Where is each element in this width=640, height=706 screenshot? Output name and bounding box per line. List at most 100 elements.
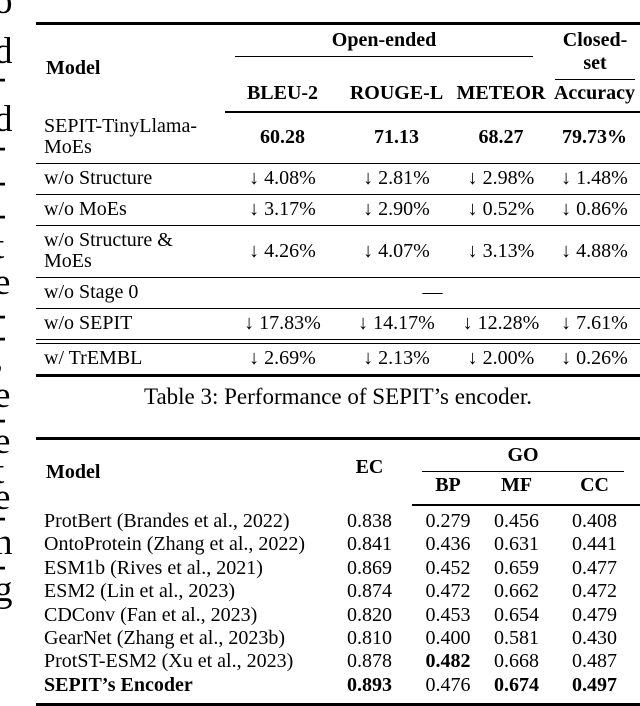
margin-glyph: g (0, 569, 13, 610)
value-cell: ↓ 2.69% (249, 347, 316, 369)
value-cell: 0.400 (425, 627, 471, 650)
table-row: ProtST-ESM2 (Xu et al., 2023) 0.878 0.48… (36, 650, 640, 673)
benchmark-table-header: Model EC GO BP MF CC (36, 439, 640, 506)
ablation-table-body: SEPIT-TinyLlama-MoEs 60.28 71.13 68.27 7… (36, 112, 640, 376)
margin-glyph: - (0, 497, 6, 537)
margin-glyph: t (0, 452, 4, 492)
value-cell: 60.28 (260, 126, 305, 148)
column-group-closed-set: Closed-set (549, 24, 640, 80)
margin-glyph: - (0, 58, 6, 98)
value-cell: ↓ 3.13% (453, 225, 550, 278)
value-cell: ↓ 2.13% (363, 347, 430, 369)
value-cell: ↓ 0.26% (561, 347, 628, 369)
ablation-results-table: Model Open-ended Closed-set BLEU-2 ROUGE… (36, 22, 640, 377)
double-rule (36, 339, 640, 344)
model-cell: ProtBert (Brandes et al., 2022) (44, 509, 290, 532)
value-cell: 0.479 (572, 603, 618, 626)
value-cell: 0.430 (572, 627, 618, 650)
margin-glyph: e (0, 421, 11, 462)
value-cell: ↓ 12.28% (453, 308, 550, 340)
value-cell: 0.631 (494, 533, 539, 556)
value-cell: 79.73% (562, 126, 628, 148)
value-cell: ↓ 17.83% (225, 308, 340, 340)
value-cell: ↓ 2.00% (467, 347, 535, 369)
value-cell: 0.452 (425, 556, 471, 579)
column-header-bp: BP (412, 472, 484, 506)
margin-glyph: e (0, 262, 11, 303)
benchmark-table-body: ProtBert (Brandes et al., 2022) 0.838 0.… (36, 505, 640, 705)
table-row: CDConv (Fan et al., 2023) 0.820 0.453 0.… (36, 604, 640, 627)
column-header-rougel: ROUGE-L (340, 80, 453, 113)
model-cell: ESM2 (Lin et al., 2023) (44, 580, 236, 603)
value-cell: 0.662 (494, 580, 539, 603)
margin-glyph: e (0, 477, 11, 518)
value-cell: ↓ 1.48% (549, 163, 640, 195)
value-cell: 0.487 (572, 650, 618, 673)
model-cell: w/o SEPIT (36, 308, 225, 340)
table-row: ESM1b (Rives et al., 2021) 0.869 0.452 0… (36, 557, 640, 580)
value-cell: 0.456 (494, 510, 539, 532)
model-cell: SEPIT-TinyLlama-MoEs (44, 115, 197, 158)
value-cell: 0.668 (494, 650, 539, 673)
table-row: SEPIT-TinyLlama-MoEs 60.28 71.13 68.27 7… (36, 112, 640, 164)
margin-glyph: - (0, 162, 6, 202)
table-row: w/o SEPIT ↓ 17.83% ↓ 14.17% ↓ 12.28% ↓ 7… (36, 308, 640, 340)
value-cell: ↓ 3.17% (225, 194, 340, 226)
value-cell: 0.408 (572, 510, 618, 532)
model-cell: w/o Stage 0 (36, 277, 225, 309)
value-cell: 0.654 (494, 603, 539, 626)
margin-glyph: t (0, 227, 4, 267)
value-cell: 0.869 (347, 556, 392, 579)
column-header-cc: CC (549, 472, 640, 506)
value-cell: 0.581 (494, 627, 539, 650)
missing-value-dash: — (225, 277, 640, 309)
model-cell: ProtST-ESM2 (Xu et al., 2023) (44, 650, 294, 673)
margin-glyph: - (0, 195, 6, 235)
value-cell: 0.436 (425, 533, 471, 556)
table-row: OntoProtein (Zhang et al., 2022) 0.841 0… (36, 533, 640, 556)
value-cell: ↓ 4.08% (225, 163, 340, 195)
value-cell: 0.472 (572, 580, 618, 603)
value-cell: 0.497 (572, 673, 618, 696)
value-cell: 68.27 (478, 126, 524, 148)
model-cell: w/o MoEs (36, 194, 225, 226)
table-row: w/o MoEs ↓ 3.17% ↓ 2.90% ↓ 0.52% ↓ 0.86% (36, 194, 640, 226)
column-header-ec: EC (355, 456, 384, 478)
model-cell: w/o Structure & MoEs (36, 225, 225, 278)
go-label: GO (422, 440, 625, 472)
value-cell: ↓ 0.86% (549, 194, 640, 226)
value-cell: 0.279 (425, 510, 471, 532)
column-group-open-ended: Open-ended (225, 24, 549, 81)
margin-glyph: d (0, 99, 13, 140)
closed-set-label: Closed-set (555, 25, 636, 80)
table-row: w/o Structure ↓ 4.08% ↓ 2.81% ↓ 2.98% ↓ … (36, 163, 640, 195)
margin-glyph: - (0, 546, 6, 586)
margin-glyph: - (0, 295, 6, 335)
table-row: SEPIT’s Encoder 0.893 0.476 0.674 0.497 (36, 674, 640, 705)
margin-glyph: d (0, 31, 13, 72)
ablation-table-header: Model Open-ended Closed-set BLEU-2 ROUGE… (36, 24, 640, 113)
table-row: ProtBert (Brandes et al., 2022) 0.838 0.… (36, 505, 640, 533)
encoder-benchmark-table: Model EC GO BP MF CC ProtBert (Brandes e… (36, 437, 640, 706)
table-row: ESM2 (Lin et al., 2023) 0.874 0.472 0.66… (36, 580, 640, 603)
table-row: GearNet (Zhang et al., 2023b) 0.810 0.40… (36, 627, 640, 650)
column-group-go: GO (412, 439, 640, 472)
model-cell: SEPIT’s Encoder (44, 673, 193, 696)
margin-glyph: o (0, 0, 13, 22)
value-cell: 0.472 (425, 580, 471, 603)
value-cell: 0.841 (347, 533, 392, 556)
value-cell: 0.810 (347, 627, 392, 650)
value-cell: 0.820 (347, 603, 392, 626)
model-cell: w/o Structure (36, 163, 225, 195)
value-cell: ↓ 14.17% (340, 308, 453, 340)
margin-glyph: e (0, 375, 11, 416)
value-cell: 0.893 (347, 673, 392, 696)
model-cell: w/ TrEMBL (44, 347, 143, 369)
value-cell: ↓ 2.81% (340, 163, 453, 195)
value-cell: 0.838 (347, 509, 392, 532)
margin-glyph: n (0, 522, 13, 563)
value-cell: ↓ 4.88% (549, 225, 640, 278)
value-cell: 0.477 (572, 556, 618, 579)
table-caption: Table 3: Performance of SEPIT’s encoder. (144, 384, 532, 409)
